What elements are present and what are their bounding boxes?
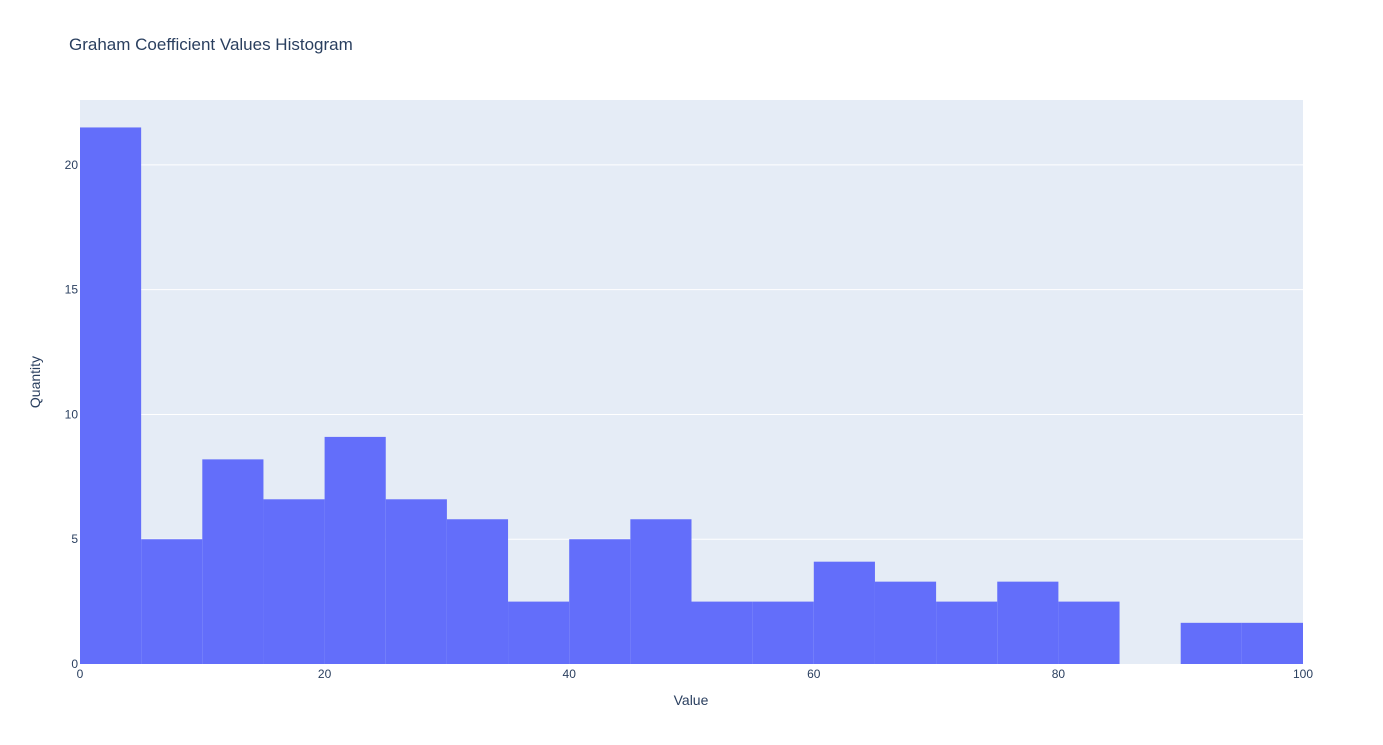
- histogram-bar[interactable]: [569, 539, 631, 664]
- bars: [80, 127, 1303, 665]
- histogram-bar[interactable]: [1180, 622, 1242, 664]
- histogram-bar[interactable]: [202, 459, 264, 664]
- x-tick-label: 100: [1293, 667, 1313, 681]
- histogram-bar[interactable]: [1241, 622, 1303, 664]
- histogram-bar[interactable]: [446, 519, 509, 664]
- x-tick-label: 0: [77, 667, 84, 681]
- y-tick-label: 15: [65, 283, 79, 297]
- y-tick-label: 20: [65, 158, 79, 172]
- histogram-bar[interactable]: [630, 519, 692, 664]
- histogram-bar[interactable]: [997, 581, 1059, 664]
- histogram-bar[interactable]: [752, 601, 814, 664]
- x-axis-title: Value: [674, 692, 709, 708]
- x-tick-label: 80: [1052, 667, 1066, 681]
- histogram-bar[interactable]: [936, 601, 998, 664]
- histogram-bar[interactable]: [813, 561, 875, 664]
- y-axis-ticks: 0 5 10 15 20: [65, 158, 79, 671]
- histogram-bar[interactable]: [141, 539, 203, 664]
- histogram-bar[interactable]: [508, 601, 570, 664]
- histogram-bar[interactable]: [691, 601, 753, 664]
- histogram-bar[interactable]: [874, 581, 937, 664]
- histogram-bar[interactable]: [1058, 601, 1120, 664]
- histogram-bar[interactable]: [263, 499, 325, 664]
- y-tick-label: 10: [65, 407, 79, 421]
- x-tick-label: 60: [807, 667, 821, 681]
- y-tick-label: 0: [71, 657, 78, 671]
- chart-title: Graham Coefficient Values Histogram: [69, 35, 353, 54]
- histogram-bar[interactable]: [324, 436, 386, 664]
- histogram-bar[interactable]: [80, 127, 142, 665]
- x-tick-label: 40: [563, 667, 577, 681]
- histogram-bar[interactable]: [385, 499, 447, 664]
- y-tick-label: 5: [71, 532, 78, 546]
- x-axis-ticks: 0 20 40 60 80 100: [77, 667, 1314, 681]
- x-tick-label: 20: [318, 667, 332, 681]
- y-axis-title: Quantity: [27, 356, 43, 408]
